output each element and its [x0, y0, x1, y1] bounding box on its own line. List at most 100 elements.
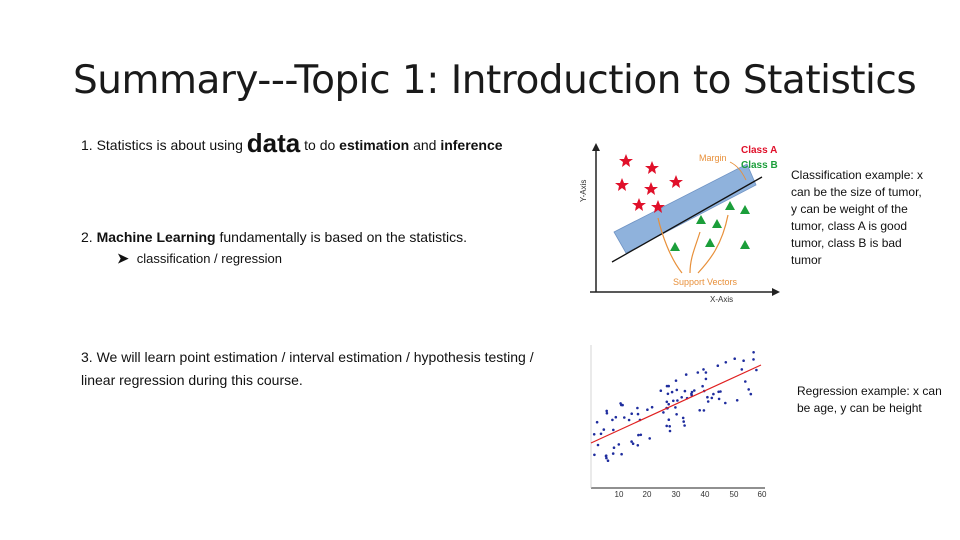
- regression-x-ticks: 10 20 30 40 50 60: [615, 490, 767, 499]
- support-vector-arrows: [657, 214, 729, 274]
- svm-margin-band: [613, 163, 757, 254]
- regression-point: [606, 459, 610, 462]
- regression-point: [698, 409, 701, 412]
- class-a-star-icon: [619, 154, 633, 167]
- svm-class-b-points: [670, 201, 750, 251]
- regression-point: [683, 389, 687, 393]
- regression-point: [602, 428, 606, 431]
- regression-point: [704, 377, 708, 381]
- regression-point: [650, 405, 654, 409]
- class-b-triangle-icon: [725, 201, 735, 210]
- regression-point: [706, 395, 709, 399]
- class-a-star-icon: [632, 198, 646, 211]
- item-3-line-2: linear regression during this course.: [81, 372, 303, 388]
- x-tick-label: 10: [615, 490, 624, 499]
- regression-point: [667, 402, 670, 406]
- note-line: tumor, class B is bad: [791, 236, 902, 250]
- regression-point: [712, 392, 715, 396]
- item-1-big-word: data: [246, 128, 301, 158]
- note-line: Regression example: x can: [797, 384, 942, 398]
- regression-point: [617, 443, 621, 446]
- regression-point: [639, 433, 643, 437]
- regression-point: [648, 437, 651, 440]
- regression-point: [605, 409, 608, 413]
- regression-point: [596, 443, 600, 447]
- arrow-bullet-icon: ➤: [117, 250, 129, 266]
- item-2: 2. Machine Learning fundamentally is bas…: [81, 229, 467, 245]
- svm-class-a-label: Class A: [741, 145, 777, 156]
- regression-point: [735, 399, 739, 402]
- regression-point: [605, 411, 609, 415]
- svm-margin-label: Margin: [699, 153, 727, 163]
- class-a-star-icon: [644, 182, 658, 195]
- regression-point: [681, 416, 685, 420]
- class-b-triangle-icon: [696, 215, 706, 224]
- regression-point: [630, 440, 633, 443]
- regression-point: [665, 424, 668, 428]
- regression-point: [636, 406, 639, 410]
- x-tick-label: 50: [730, 490, 739, 499]
- regression-point: [701, 384, 704, 388]
- regression-point: [706, 400, 710, 403]
- regression-point: [611, 418, 614, 422]
- regression-figure: 10 20 30 40 50 60: [590, 345, 767, 499]
- item-1-mid: to do: [304, 137, 336, 153]
- regression-point: [702, 409, 706, 412]
- regression-point: [676, 399, 679, 402]
- svm-class-a-points: [615, 154, 683, 213]
- regression-point: [693, 389, 696, 392]
- regression-points: [592, 351, 758, 462]
- regression-point: [675, 413, 678, 416]
- regression-point: [592, 433, 596, 436]
- regression-point: [672, 399, 675, 403]
- regression-point: [755, 368, 758, 372]
- svm-x-axis-label: X-Axis: [710, 295, 733, 304]
- item-2-sub: classification / regression: [136, 251, 282, 266]
- regression-point: [612, 446, 616, 449]
- regression-point: [665, 384, 669, 388]
- regression-point: [704, 371, 708, 374]
- item-3-line-1: 3. We will learn point estimation / inte…: [81, 349, 534, 365]
- regression-point: [604, 454, 608, 458]
- note-line: can be the size of tumor,: [791, 185, 922, 199]
- regression-point: [636, 444, 640, 447]
- regression-point: [666, 392, 670, 396]
- regression-point: [637, 433, 640, 437]
- regression-point: [646, 408, 649, 411]
- regression-point: [752, 358, 755, 361]
- regression-point: [593, 453, 596, 457]
- regression-point: [674, 379, 678, 382]
- class-b-triangle-icon: [712, 219, 722, 228]
- regression-point: [752, 351, 755, 354]
- note-line: tumor: [791, 253, 822, 267]
- class-b-triangle-icon: [740, 240, 750, 249]
- class-a-star-icon: [669, 175, 683, 188]
- regression-point: [662, 411, 665, 414]
- svm-decision-boundary: [611, 176, 763, 263]
- regression-point: [623, 416, 626, 419]
- regression-point: [665, 400, 669, 404]
- x-tick-label: 40: [701, 490, 710, 499]
- regression-point: [668, 425, 671, 428]
- note-line: be age, y can be height: [797, 401, 922, 415]
- regression-point: [717, 397, 721, 401]
- regression-point: [611, 452, 615, 455]
- regression-point: [733, 357, 736, 360]
- regression-point: [605, 456, 608, 460]
- x-tick-label: 20: [643, 490, 652, 499]
- svm-class-b-label: Class B: [741, 160, 778, 171]
- regression-point: [702, 368, 705, 371]
- regression-point: [742, 359, 745, 362]
- regression-point: [674, 406, 677, 409]
- regression-point: [670, 390, 674, 394]
- regression-point: [636, 412, 640, 416]
- regression-point: [675, 388, 679, 392]
- x-tick-label: 30: [672, 490, 681, 499]
- regression-point: [747, 388, 750, 391]
- note-line: tumor, class A is good: [791, 219, 908, 233]
- regression-point: [740, 368, 744, 371]
- regression-point: [619, 402, 622, 405]
- item-2-subbullet: ➤ classification / regression: [117, 250, 282, 267]
- svm-y-axis-label: Y-Axis: [579, 180, 588, 202]
- svm-y-axis-arrow-icon: [592, 143, 600, 151]
